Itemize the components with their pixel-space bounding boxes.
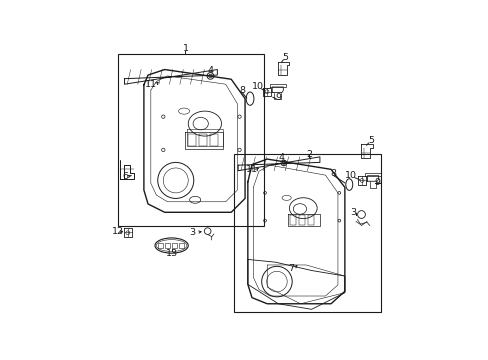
Text: 8: 8: [330, 169, 336, 178]
Text: 4: 4: [278, 153, 284, 162]
Text: 12: 12: [111, 227, 123, 236]
Text: 9: 9: [275, 93, 281, 102]
Text: 5: 5: [367, 136, 373, 145]
Text: 10: 10: [251, 82, 263, 91]
Text: 8: 8: [239, 86, 245, 95]
Text: 11: 11: [246, 165, 258, 174]
Text: 3: 3: [350, 208, 356, 217]
Text: 5: 5: [282, 53, 287, 62]
Text: 10: 10: [344, 171, 356, 180]
Bar: [233, 154, 380, 312]
Text: 7: 7: [288, 264, 294, 273]
Bar: [158, 243, 163, 248]
Text: 2: 2: [306, 150, 312, 159]
Text: 6: 6: [122, 172, 128, 181]
Text: 9: 9: [374, 178, 380, 187]
Bar: [171, 243, 176, 248]
Bar: [178, 243, 183, 248]
Text: 1: 1: [182, 44, 188, 53]
Text: 4: 4: [207, 66, 213, 75]
Text: 11: 11: [145, 80, 157, 89]
Text: 13: 13: [165, 249, 177, 258]
Bar: [117, 54, 264, 226]
Bar: [164, 243, 169, 248]
Text: 3: 3: [189, 228, 195, 237]
